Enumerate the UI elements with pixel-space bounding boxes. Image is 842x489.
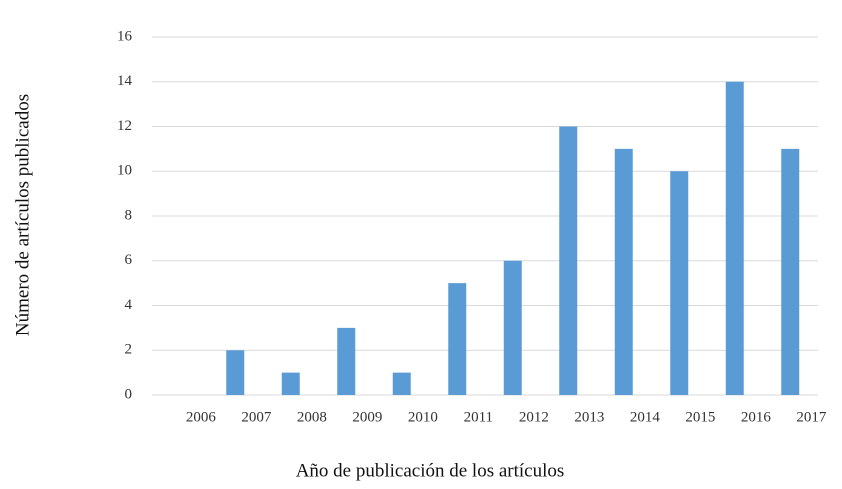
y-tick-label: 14 — [117, 73, 133, 89]
y-tick-label: 16 — [117, 28, 133, 44]
y-tick-label: 2 — [125, 342, 133, 358]
y-tick-label: 4 — [125, 297, 133, 313]
bar — [281, 372, 300, 395]
x-axis-title: Año de publicación de los artículos — [296, 460, 565, 481]
x-tick-label: 2009 — [352, 409, 382, 425]
y-tick-label: 10 — [117, 163, 132, 179]
x-tick-label: 2012 — [519, 409, 549, 425]
x-tick-label: 2016 — [741, 409, 772, 425]
x-tick-label: 2015 — [685, 409, 715, 425]
bar — [781, 148, 800, 395]
x-tick-label: 2006 — [186, 409, 217, 425]
bar — [670, 171, 689, 395]
x-tick-label: 2007 — [241, 409, 272, 425]
x-tick-label: 2014 — [630, 409, 661, 425]
bar — [226, 350, 245, 395]
y-tick-label: 6 — [125, 252, 133, 268]
x-tick-label: 2008 — [297, 409, 327, 425]
y-tick-label: 12 — [117, 118, 132, 134]
bar — [448, 283, 467, 395]
y-axis-title: Número de artículos publicados — [12, 94, 33, 336]
bar — [725, 81, 744, 395]
bar — [503, 260, 522, 395]
bar — [614, 148, 633, 395]
x-tick-label: 2013 — [574, 409, 604, 425]
x-tick-label: 2011 — [464, 409, 493, 425]
bar — [392, 372, 411, 395]
bar — [337, 327, 356, 395]
bar — [559, 126, 578, 395]
x-tick-label: 2017 — [796, 409, 827, 425]
x-tick-label: 2010 — [408, 409, 438, 425]
y-tick-label: 8 — [125, 207, 133, 223]
y-tick-label: 0 — [125, 386, 133, 402]
